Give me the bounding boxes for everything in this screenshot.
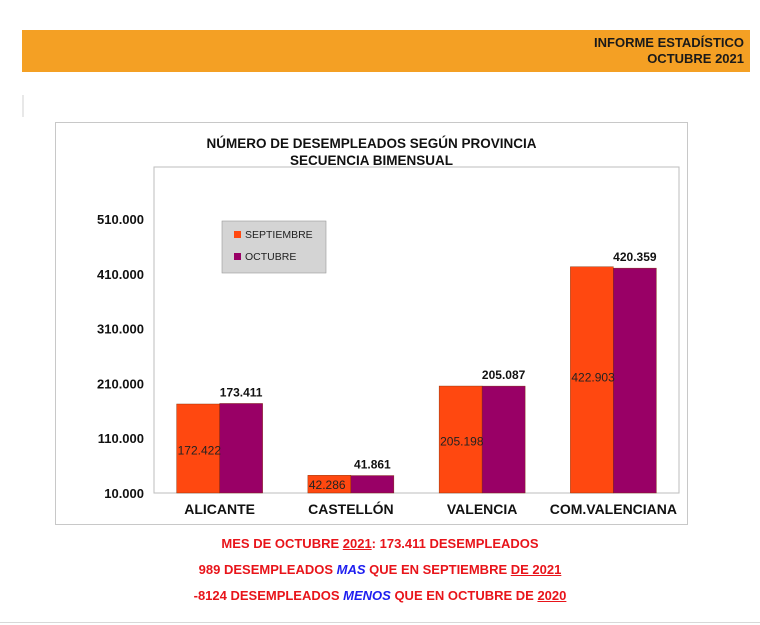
bar-octubre-1 bbox=[219, 403, 263, 494]
y-tick-label: 10.000 bbox=[104, 486, 144, 501]
bar-octubre-3 bbox=[481, 385, 526, 494]
chart-subtitle-line: SECUENCIA BIMENSUAL bbox=[289, 153, 453, 168]
footer-summary-line-1: MES DE OCTUBRE 2021: 173.411 DESEMPLEADO… bbox=[0, 536, 760, 551]
legend-swatch-octubre bbox=[234, 253, 241, 260]
footer-summary-line-2: 989 DESEMPLEADOS MAS QUE EN SEPTIEMBRE D… bbox=[0, 562, 760, 577]
report-title-line: INFORME ESTADÍSTICO bbox=[594, 35, 744, 50]
page-bottom-rule bbox=[0, 622, 760, 623]
chart-title-line: NÚMERO DE DESEMPLEADOS SEGÚN PROVINCIA bbox=[206, 136, 537, 151]
y-tick-label: 310.000 bbox=[97, 322, 144, 337]
data-label-octubre: 41.861 bbox=[354, 458, 391, 472]
footer-year: 2020 bbox=[537, 588, 567, 603]
x-category-label: COM.VALENCIANA bbox=[550, 501, 677, 517]
footer-text: 989 DESEMPLEADOS bbox=[198, 562, 337, 577]
footer-text: MES DE OCTUBRE bbox=[221, 536, 343, 551]
bar-octubre-4 bbox=[613, 267, 657, 494]
data-label-octubre: 205.087 bbox=[482, 368, 526, 382]
footer-emphasis-more: MAS bbox=[336, 562, 366, 577]
y-tick-label: 410.000 bbox=[97, 267, 144, 282]
footer-year: DE 2021 bbox=[510, 562, 562, 577]
footer-text: : 173.411 DESEMPLEADOS bbox=[371, 536, 539, 551]
footer-text: QUE EN SEPTIEMBRE bbox=[365, 562, 511, 577]
chart-title: NÚMERO DE DESEMPLEADOS SEGÚN PROVINCIA S… bbox=[56, 135, 687, 169]
legend-label-octubre: OCTUBRE bbox=[245, 251, 296, 263]
footer-summary-line-3: -8124 DESEMPLEADOS MENOS QUE EN OCTUBRE … bbox=[0, 588, 760, 603]
y-tick-label: 210.000 bbox=[97, 376, 144, 391]
unemployment-bar-chart: 10.000 110.000 210.000 310.000 410.000 510.00… bbox=[97, 166, 680, 517]
footer-emphasis-less: MENOS bbox=[343, 588, 391, 603]
legend-label-septiembre: SEPTIEMBRE bbox=[245, 229, 313, 241]
report-header-band: INFORME ESTADÍSTICO OCTUBRE 2021 bbox=[22, 30, 750, 72]
side-marker bbox=[22, 95, 24, 117]
footer-text: QUE EN OCTUBRE DE bbox=[390, 588, 538, 603]
data-label-octubre: 173.411 bbox=[220, 385, 263, 399]
bar-octubre-2 bbox=[350, 475, 395, 494]
bar-septiembre-3 bbox=[438, 385, 483, 494]
data-label-octubre: 420.359 bbox=[613, 250, 657, 264]
data-label-septiembre: 422.903 bbox=[571, 371, 615, 385]
x-category-label: ALICANTE bbox=[184, 501, 255, 517]
report-period-line: OCTUBRE 2021 bbox=[647, 51, 744, 66]
legend-swatch-septiembre bbox=[234, 231, 241, 238]
y-tick-label: 110.000 bbox=[98, 431, 144, 446]
report-header-title: INFORME ESTADÍSTICO OCTUBRE 2021 bbox=[594, 35, 744, 67]
data-label-septiembre: 172.422 bbox=[178, 443, 222, 457]
y-tick-label: 510.000 bbox=[97, 212, 144, 227]
data-label-septiembre: 42.286 bbox=[309, 478, 346, 492]
x-category-label: CASTELLÓN bbox=[308, 500, 394, 517]
data-label-septiembre: 205.198 bbox=[440, 435, 484, 449]
x-category-label: VALENCIA bbox=[447, 501, 518, 517]
footer-year: 2021 bbox=[342, 536, 372, 551]
chart-frame: NÚMERO DE DESEMPLEADOS SEGÚN PROVINCIA S… bbox=[55, 122, 688, 525]
chart-legend bbox=[221, 220, 327, 274]
footer-text: -8124 DESEMPLEADOS bbox=[193, 588, 344, 603]
